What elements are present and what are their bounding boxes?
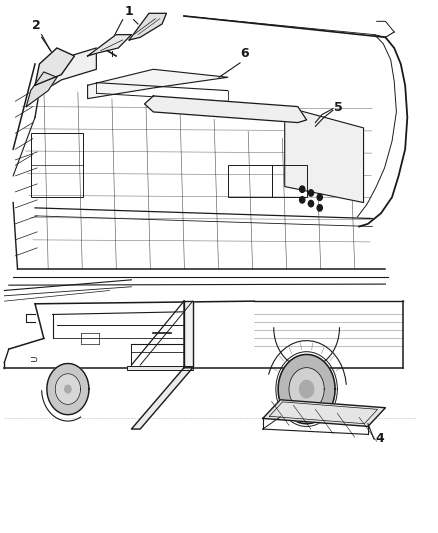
Text: 5: 5: [334, 101, 343, 114]
Polygon shape: [184, 301, 193, 368]
Polygon shape: [289, 368, 324, 410]
Polygon shape: [47, 364, 89, 415]
Circle shape: [308, 190, 314, 196]
Text: 4: 4: [376, 432, 385, 445]
Polygon shape: [88, 69, 228, 99]
Polygon shape: [145, 96, 307, 123]
Polygon shape: [278, 354, 335, 424]
Polygon shape: [55, 374, 81, 405]
Text: 6: 6: [240, 47, 249, 60]
Bar: [127, 366, 193, 370]
Circle shape: [317, 194, 322, 200]
Polygon shape: [26, 72, 57, 107]
Polygon shape: [26, 48, 96, 107]
Polygon shape: [65, 385, 71, 393]
Polygon shape: [263, 400, 385, 426]
Circle shape: [300, 186, 305, 192]
Bar: [31, 133, 83, 197]
Polygon shape: [131, 368, 193, 429]
Text: ⊃: ⊃: [29, 355, 37, 365]
Circle shape: [300, 197, 305, 203]
Polygon shape: [285, 107, 364, 203]
Polygon shape: [129, 13, 166, 40]
Polygon shape: [300, 381, 314, 398]
Text: 1: 1: [125, 5, 134, 18]
Circle shape: [317, 205, 322, 211]
Bar: [272, 165, 307, 197]
Circle shape: [308, 200, 314, 207]
Text: 2: 2: [32, 19, 41, 32]
Polygon shape: [88, 35, 131, 56]
Polygon shape: [35, 48, 74, 85]
Bar: [228, 165, 272, 197]
